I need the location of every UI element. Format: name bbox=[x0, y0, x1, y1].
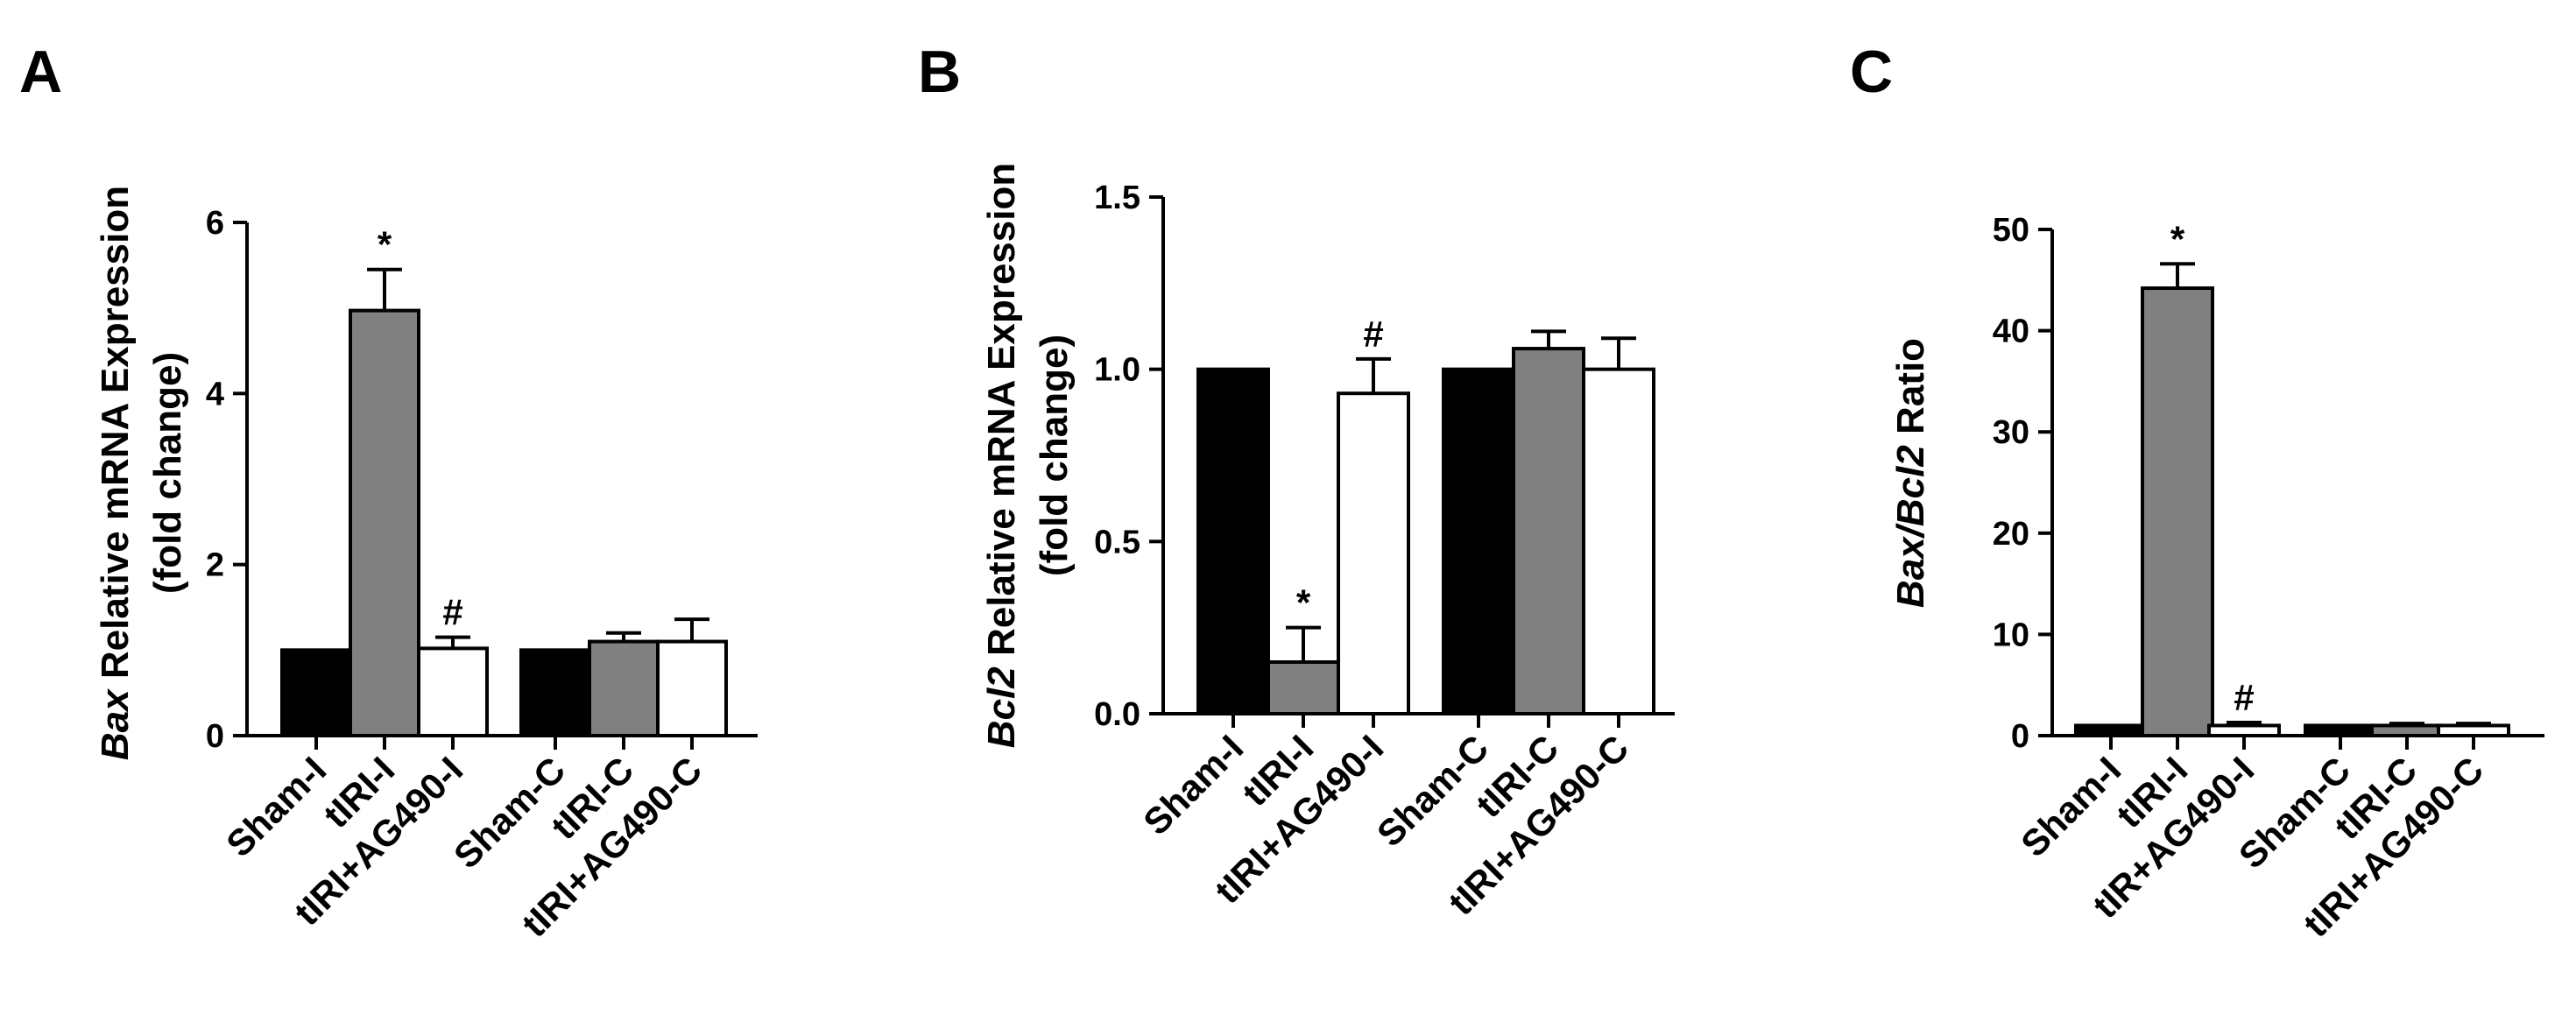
panel-b: B Bcl2 Relative mRNA Expression (fold ch… bbox=[918, 39, 1675, 923]
y-tick-label: 0.0 bbox=[1094, 696, 1140, 733]
y-tick-label: 40 bbox=[1993, 314, 2029, 350]
y-tick-label: 0.5 bbox=[1094, 524, 1140, 560]
panel-letter: A bbox=[19, 39, 62, 105]
panel-a: A Bax Relative mRNA Expression (fold cha… bbox=[19, 39, 758, 945]
y-axis-label-line2: (fold change) bbox=[146, 352, 189, 594]
bar bbox=[2304, 723, 2377, 738]
bar bbox=[519, 648, 591, 737]
bar bbox=[1582, 367, 1655, 715]
bar bbox=[656, 639, 728, 737]
y-tick-label: 1.5 bbox=[1094, 180, 1140, 216]
significance-star: * bbox=[1296, 582, 1311, 624]
y-tick-label: 30 bbox=[1993, 414, 2029, 451]
bar bbox=[2141, 286, 2214, 737]
bar bbox=[280, 648, 352, 737]
y-tick-label: 0 bbox=[206, 718, 224, 755]
y-tick-label: 6 bbox=[206, 205, 224, 242]
y-axis-label: Bax Relative mRNA Expression bbox=[94, 186, 137, 760]
y-axis-label: Bcl2 Relative mRNA Expression bbox=[980, 163, 1023, 748]
y-tick-label: 50 bbox=[1993, 212, 2029, 249]
bar bbox=[2074, 723, 2148, 738]
y-tick-label: 2 bbox=[206, 547, 224, 584]
y-axis-label-text: Relative mRNA Expression bbox=[94, 186, 137, 689]
significance-star: * bbox=[2170, 218, 2185, 259]
bar bbox=[1512, 347, 1585, 715]
y-axis-label-gene: Bax bbox=[94, 688, 137, 760]
y-axis-label-gene: Bcl2 bbox=[980, 666, 1023, 748]
significance-star: * bbox=[378, 224, 392, 265]
y-axis-label-text: Relative mRNA Expression bbox=[980, 163, 1023, 666]
y-axis-label-line2: (fold change) bbox=[1033, 335, 1076, 576]
significance-hash: # bbox=[1363, 314, 1383, 355]
y-axis-label: Bax/Bcl2 Ratio bbox=[1889, 338, 1932, 608]
y-axis-label-gene: Bax/Bcl2 bbox=[1889, 445, 1932, 608]
bar bbox=[2370, 723, 2444, 738]
bar bbox=[417, 646, 489, 738]
bar bbox=[1267, 660, 1340, 715]
bar bbox=[349, 308, 420, 737]
y-tick-label: 10 bbox=[1993, 617, 2029, 653]
y-tick-label: 1.0 bbox=[1094, 352, 1140, 389]
panel-letter: C bbox=[1850, 39, 1893, 105]
bar bbox=[1442, 367, 1515, 715]
significance-hash: # bbox=[442, 592, 462, 633]
significance-hash: # bbox=[2234, 677, 2254, 718]
y-tick-label: 20 bbox=[1993, 516, 2029, 553]
y-tick-label: 4 bbox=[206, 376, 224, 412]
panel-c: C Bax/Bcl2 Ratio 01020304050Sham-I*tIRI-… bbox=[1850, 39, 2544, 945]
y-tick-label: 0 bbox=[2011, 718, 2029, 755]
panel-letter: B bbox=[918, 39, 961, 105]
bar bbox=[1196, 367, 1270, 715]
bar bbox=[588, 639, 660, 737]
bar bbox=[2207, 723, 2281, 738]
y-axis-label-text: Ratio bbox=[1889, 338, 1932, 445]
bar bbox=[1337, 391, 1410, 715]
bar bbox=[2437, 723, 2510, 738]
